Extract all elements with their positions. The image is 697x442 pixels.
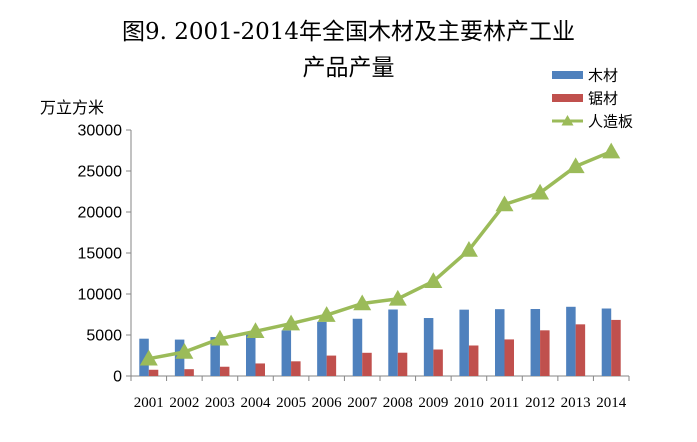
point-wood-panels bbox=[353, 294, 372, 311]
x-tick-label: 2014 bbox=[596, 395, 627, 411]
bar-timber bbox=[601, 308, 612, 376]
bar-sawnwood bbox=[184, 369, 194, 376]
legend-swatch bbox=[552, 94, 583, 102]
x-tick-label: 2002 bbox=[169, 395, 199, 411]
y-tick-label: 5000 bbox=[86, 328, 122, 345]
point-wood-panels bbox=[139, 349, 158, 366]
legend-label: 人造板 bbox=[588, 113, 633, 131]
chart-title: 图9. 2001-2014年全国木材及主要林产工业 bbox=[121, 19, 576, 45]
chart-subtitle: 产品产量 bbox=[302, 55, 395, 81]
point-wood-panels bbox=[602, 142, 621, 159]
x-tick-label: 2010 bbox=[454, 395, 484, 411]
bar-timber bbox=[495, 309, 505, 376]
y-tick-label: 20000 bbox=[78, 205, 123, 222]
x-tick-label: 2004 bbox=[241, 395, 272, 411]
point-wood-panels bbox=[282, 314, 301, 331]
bar-timber bbox=[317, 321, 327, 376]
bar-sawnwood bbox=[362, 352, 372, 376]
x-tick-label: 2005 bbox=[276, 395, 306, 411]
bar-sawnwood bbox=[575, 324, 586, 376]
y-tick-label: 10000 bbox=[78, 287, 123, 304]
bar-timber bbox=[566, 306, 576, 376]
bar-sawnwood bbox=[433, 349, 443, 376]
bar-timber bbox=[352, 318, 363, 376]
x-tick-label: 2008 bbox=[383, 395, 413, 411]
bar-sawnwood bbox=[397, 352, 408, 376]
point-wood-panels bbox=[531, 183, 550, 200]
x-tick-label: 2011 bbox=[490, 395, 519, 411]
point-wood-panels bbox=[566, 157, 585, 174]
legend-marker bbox=[561, 115, 574, 126]
bar-sawnwood bbox=[326, 355, 337, 376]
bar-timber bbox=[459, 309, 469, 376]
bar-sawnwood bbox=[148, 369, 159, 376]
bar-timber bbox=[246, 333, 256, 376]
x-tick-label: 2001 bbox=[134, 395, 164, 411]
y-axis-label: 万立方米 bbox=[40, 98, 105, 117]
x-tick-label: 2007 bbox=[347, 395, 378, 411]
x-tick-label: 2006 bbox=[312, 395, 343, 411]
bar-sawnwood bbox=[611, 319, 621, 376]
bar-timber bbox=[423, 318, 434, 376]
bar-sawnwood bbox=[291, 361, 301, 376]
bar-timber bbox=[210, 337, 220, 376]
bar-timber bbox=[139, 338, 149, 376]
legend-label: 木材 bbox=[588, 67, 618, 85]
point-wood-panels bbox=[175, 342, 194, 359]
point-wood-panels bbox=[317, 306, 336, 322]
bar-timber bbox=[281, 330, 292, 376]
bar-sawnwood bbox=[468, 345, 479, 376]
x-tick-label: 2013 bbox=[561, 395, 591, 411]
bar-timber bbox=[388, 309, 398, 376]
bar-sawnwood bbox=[540, 330, 550, 376]
point-wood-panels bbox=[495, 195, 514, 212]
bar-sawnwood bbox=[255, 363, 265, 376]
point-wood-panels bbox=[459, 241, 478, 257]
legend-swatch bbox=[552, 71, 583, 79]
bar-sawnwood bbox=[504, 339, 514, 376]
legend-label: 锯材 bbox=[588, 90, 618, 108]
y-tick-label: 0 bbox=[113, 369, 122, 386]
x-tick-label: 2012 bbox=[525, 395, 555, 411]
point-wood-panels bbox=[388, 289, 407, 306]
y-tick-label: 30000 bbox=[78, 123, 123, 140]
x-tick-label: 2009 bbox=[418, 395, 448, 411]
point-wood-panels bbox=[210, 329, 229, 346]
bar-sawnwood bbox=[219, 366, 230, 376]
point-wood-panels bbox=[246, 322, 265, 339]
bar-timber bbox=[530, 309, 541, 376]
line-wood-panels bbox=[148, 149, 612, 361]
x-tick-label: 2003 bbox=[205, 395, 235, 411]
y-tick-label: 15000 bbox=[78, 246, 123, 263]
point-wood-panels bbox=[424, 272, 443, 289]
y-tick-label: 25000 bbox=[78, 164, 123, 181]
